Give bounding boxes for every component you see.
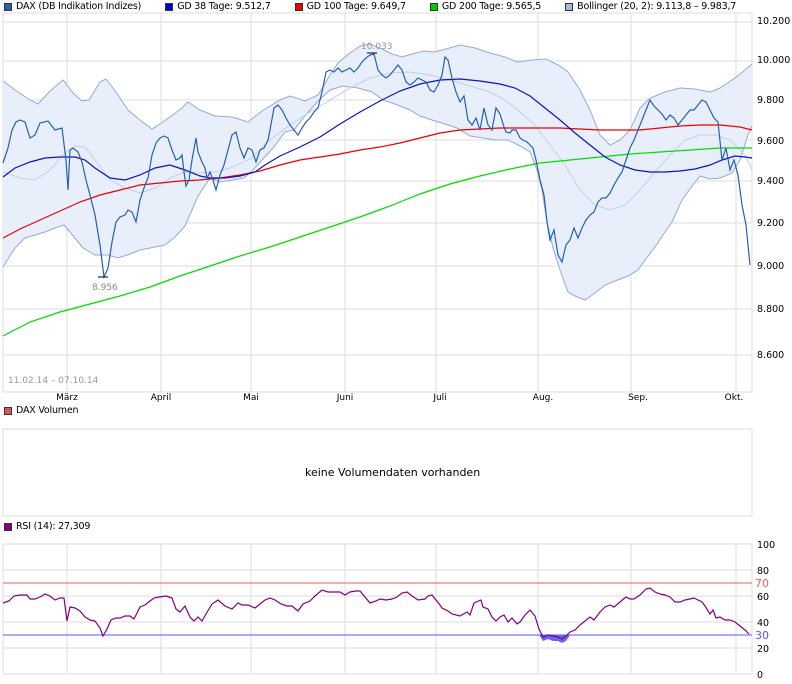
low-annotation: 8.956	[92, 283, 118, 293]
legend-rsi: RSI (14): 27,309	[4, 521, 90, 532]
main-panel	[2, 12, 753, 393]
x-tick: April	[150, 393, 172, 403]
y-tick: 8.800	[757, 304, 785, 315]
y-tick: 8.600	[757, 350, 785, 361]
legend-bollinger: Bollinger (20, 2): 9.113,8 – 9.983,7	[565, 1, 736, 12]
y-tick: 10.000	[757, 55, 791, 66]
legend-dax: DAX (DB Indikation Indizes)	[4, 1, 141, 12]
no-volume-message: keine Volumendaten vorhanden	[305, 466, 481, 479]
legend-gd200: GD 200 Tage: 9.565,5	[429, 1, 541, 12]
rsi-y-tick: 100	[757, 540, 776, 551]
x-tick: Okt.	[724, 393, 744, 403]
rsi-y-tick: 20	[757, 644, 770, 655]
rsi-30-label: 30	[755, 629, 769, 642]
dax-price-line	[2, 53, 751, 280]
gd100-line	[2, 124, 753, 239]
high-annotation: 10.033	[361, 42, 393, 52]
x-tick: Aug.	[532, 393, 554, 403]
rsi-70-label: 70	[755, 577, 769, 590]
y-tick: 9.600	[757, 136, 785, 147]
legend-gd100: GD 100 Tage: 9.649,7	[294, 1, 406, 12]
rsi-panel	[2, 543, 753, 675]
legend-gd38: GD 38 Tage: 9.512,7	[165, 1, 271, 12]
y-tick: 9.800	[757, 95, 785, 106]
volume-panel	[2, 428, 753, 517]
bollinger-band	[3, 44, 752, 300]
gd38-line	[2, 78, 753, 181]
x-tick: Juli	[433, 393, 447, 403]
bollinger-upper-line	[2, 43, 753, 146]
x-tick: Mai	[243, 393, 259, 403]
x-tick: Sep.	[628, 393, 648, 403]
legend-main: DAX (DB Indikation Indizes) GD 38 Tage: …	[4, 1, 736, 12]
rsi-y-tick: 60	[757, 592, 770, 603]
y-tick: 9.200	[757, 218, 785, 229]
x-tick: März	[56, 393, 78, 403]
rsi-y-tick: 40	[757, 618, 770, 629]
rsi-oversold-fill	[539, 635, 570, 643]
rsi-grid	[3, 544, 752, 674]
bollinger-lower-line	[2, 85, 753, 301]
legend-volume: DAX Volumen	[4, 405, 79, 416]
gd200-line	[2, 147, 752, 337]
y-tick: 10.200	[757, 16, 791, 27]
y-tick: 9.000	[757, 261, 785, 272]
rsi-y-tick: 80	[757, 566, 770, 577]
date-range: 11.02.14 – 07.10.14	[8, 376, 99, 386]
y-tick: 9.400	[757, 176, 785, 187]
rsi-y-tick: 0	[757, 670, 764, 681]
rsi-line	[2, 587, 750, 640]
x-tick: Juni	[336, 393, 354, 403]
